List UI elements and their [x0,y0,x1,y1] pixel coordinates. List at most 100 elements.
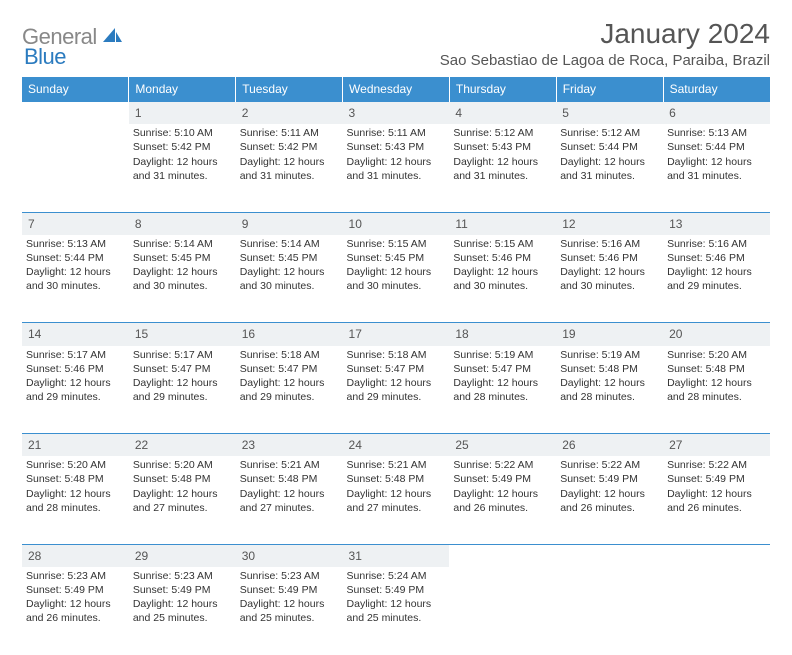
content-row: Sunrise: 5:20 AM Sunset: 5:48 PM Daylight:… [22,456,770,544]
day-number: 3 [343,102,450,125]
logo-sail-icon [101,26,123,49]
day-cell: Sunrise: 5:20 AMSunset: 5:48 PMDaylight:… [22,456,129,544]
day-cell: Sunrise: 5:13 AMSunset: 5:44 PMDaylight:… [663,124,770,212]
day-detail-line: and 28 minutes. [453,390,552,404]
content-row: Sunrise: 5:10 AM Sunset: 5:42 PM Daylight:… [22,124,770,212]
day-detail-line: Sunrise: 5:16 AM [560,237,659,251]
day-detail-line: Sunset: 5:49 PM [667,472,766,486]
day-detail-line: Sunset: 5:47 PM [133,362,232,376]
day-detail-line: Daylight: 12 hours [453,487,552,501]
day-detail-line: Sunset: 5:49 PM [26,583,125,597]
day-number: 4 [449,102,556,125]
day-number: 5 [556,102,663,125]
calendar-table: SundayMondayTuesdayWednesdayThursdayFrid… [22,77,770,655]
daynum-row: 28293031 [22,544,770,567]
daynum-row: 21222324252627 [22,434,770,457]
day-detail-line: Daylight: 12 hours [347,376,446,390]
weekday-row: SundayMondayTuesdayWednesdayThursdayFrid… [22,77,770,102]
day-detail-line: Sunset: 5:49 PM [347,583,446,597]
day-detail-line: and 25 minutes. [347,611,446,625]
daynum-row: 14151617181920 [22,323,770,346]
day-detail-line: Sunrise: 5:24 AM [347,569,446,583]
day-number: 12 [556,212,663,235]
day-detail-line: Sunrise: 5:10 AM [133,126,232,140]
day-detail-line: and 25 minutes. [240,611,339,625]
day-number: 14 [22,323,129,346]
day-detail-line: Sunset: 5:42 PM [240,140,339,154]
day-detail-line: Sunrise: 5:11 AM [240,126,339,140]
day-detail-line: Sunset: 5:45 PM [347,251,446,265]
day-number: 1 [129,102,236,125]
day-cell: Sunrise: 5:17 AMSunset: 5:46 PMDaylight:… [22,346,129,434]
day-cell: Sunrise: 5:22 AMSunset: 5:49 PMDaylight:… [663,456,770,544]
day-detail-line: Sunrise: 5:20 AM [133,458,232,472]
day-detail-line: Sunset: 5:49 PM [133,583,232,597]
day-detail-line: Sunset: 5:48 PM [667,362,766,376]
day-detail-line: and 28 minutes. [560,390,659,404]
day-detail-line: Sunrise: 5:22 AM [560,458,659,472]
day-number: 28 [22,544,129,567]
day-detail-line: Daylight: 12 hours [667,487,766,501]
day-cell: Sunrise: 5:11 AMSunset: 5:43 PMDaylight:… [343,124,450,212]
day-detail-line: and 25 minutes. [133,611,232,625]
day-number [556,544,663,567]
day-cell: Sunrise: 5:12 AMSunset: 5:44 PMDaylight:… [556,124,663,212]
day-detail-line: Daylight: 12 hours [133,155,232,169]
day-detail-line: Daylight: 12 hours [133,376,232,390]
day-detail-line: and 29 minutes. [240,390,339,404]
day-detail-line: Daylight: 12 hours [347,487,446,501]
day-cell: Sunrise: 5:21 AMSunset: 5:48 PMDaylight:… [343,456,450,544]
content-row: Sunrise: 5:23 AMSunset: 5:49 PMDaylight:… [22,567,770,655]
day-detail-line: Sunrise: 5:19 AM [560,348,659,362]
day-detail-line: and 26 minutes. [667,501,766,515]
day-detail-line: Sunset: 5:45 PM [133,251,232,265]
day-cell: Sunrise: 5:23 AMSunset: 5:49 PMDaylight:… [129,567,236,655]
day-detail-line: Sunset: 5:48 PM [26,472,125,486]
day-number: 24 [343,434,450,457]
day-detail-line: Sunset: 5:46 PM [453,251,552,265]
day-detail-line: Daylight: 12 hours [347,597,446,611]
day-cell [449,567,556,655]
day-detail-line: Sunset: 5:44 PM [26,251,125,265]
day-cell [22,124,129,212]
logo-blue-wrap: Blue [24,44,66,70]
day-number: 23 [236,434,343,457]
day-cell: Sunrise: 5:15 AMSunset: 5:45 PMDaylight:… [343,235,450,323]
day-number: 6 [663,102,770,125]
day-detail-line: and 30 minutes. [453,279,552,293]
day-detail-line: Sunset: 5:49 PM [453,472,552,486]
day-detail-line: Daylight: 12 hours [453,376,552,390]
day-detail-line: Sunrise: 5:13 AM [26,237,125,251]
day-detail-line: Sunrise: 5:13 AM [667,126,766,140]
day-cell: Sunrise: 5:16 AMSunset: 5:46 PMDaylight:… [663,235,770,323]
day-detail-line: Daylight: 12 hours [560,376,659,390]
calendar-thead: SundayMondayTuesdayWednesdayThursdayFrid… [22,77,770,102]
day-detail-line: Daylight: 12 hours [133,487,232,501]
day-number: 15 [129,323,236,346]
day-number: 9 [236,212,343,235]
day-detail-line: Sunrise: 5:22 AM [667,458,766,472]
day-detail-line: Sunset: 5:44 PM [560,140,659,154]
day-detail-line: Daylight: 12 hours [133,265,232,279]
day-cell: Sunrise: 5:18 AMSunset: 5:47 PMDaylight:… [343,346,450,434]
day-detail-line: Sunrise: 5:14 AM [133,237,232,251]
title-block: January 2024 Sao Sebastiao de Lagoa de R… [440,18,770,69]
day-detail-line: Sunrise: 5:21 AM [240,458,339,472]
weekday-header: Tuesday [236,77,343,102]
day-number: 31 [343,544,450,567]
day-detail-line: Sunset: 5:47 PM [347,362,446,376]
day-detail-line: and 27 minutes. [240,501,339,515]
day-detail-line: Daylight: 12 hours [347,265,446,279]
day-detail-line: Sunrise: 5:21 AM [347,458,446,472]
day-detail-line: and 27 minutes. [133,501,232,515]
day-detail-line: and 27 minutes. [347,501,446,515]
day-detail-line: Daylight: 12 hours [240,597,339,611]
day-detail-line: Sunset: 5:49 PM [560,472,659,486]
day-number: 8 [129,212,236,235]
day-number: 22 [129,434,236,457]
daynum-row: 123456 [22,102,770,125]
day-cell: Sunrise: 5:23 AMSunset: 5:49 PMDaylight:… [236,567,343,655]
day-detail-line: and 31 minutes. [667,169,766,183]
day-detail-line: and 31 minutes. [453,169,552,183]
day-cell: Sunrise: 5:14 AMSunset: 5:45 PMDaylight:… [129,235,236,323]
